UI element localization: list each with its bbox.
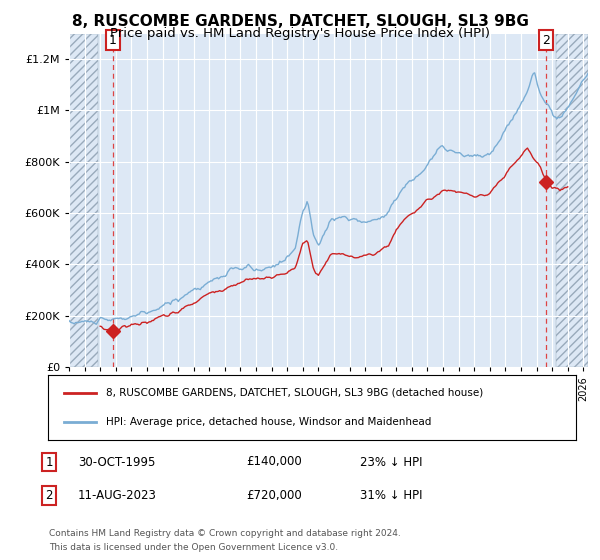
Text: 2: 2	[542, 34, 550, 46]
Text: 8, RUSCOMBE GARDENS, DATCHET, SLOUGH, SL3 9BG: 8, RUSCOMBE GARDENS, DATCHET, SLOUGH, SL…	[71, 14, 529, 29]
Text: 31% ↓ HPI: 31% ↓ HPI	[360, 489, 422, 502]
Bar	[69, 34, 98, 367]
Text: 11-AUG-2023: 11-AUG-2023	[78, 489, 157, 502]
Text: 1: 1	[109, 34, 117, 46]
Text: 8, RUSCOMBE GARDENS, DATCHET, SLOUGH, SL3 9BG (detached house): 8, RUSCOMBE GARDENS, DATCHET, SLOUGH, SL…	[106, 388, 484, 398]
Text: Price paid vs. HM Land Registry's House Price Index (HPI): Price paid vs. HM Land Registry's House …	[110, 27, 490, 40]
Text: 30-OCT-1995: 30-OCT-1995	[78, 455, 155, 469]
Text: £140,000: £140,000	[246, 455, 302, 469]
Text: 1: 1	[46, 455, 53, 469]
Text: This data is licensed under the Open Government Licence v3.0.: This data is licensed under the Open Gov…	[49, 543, 338, 552]
Text: 2: 2	[46, 489, 53, 502]
Text: £720,000: £720,000	[246, 489, 302, 502]
Bar	[556, 34, 588, 367]
Text: 23% ↓ HPI: 23% ↓ HPI	[360, 455, 422, 469]
Text: HPI: Average price, detached house, Windsor and Maidenhead: HPI: Average price, detached house, Wind…	[106, 417, 431, 427]
Text: Contains HM Land Registry data © Crown copyright and database right 2024.: Contains HM Land Registry data © Crown c…	[49, 529, 401, 538]
